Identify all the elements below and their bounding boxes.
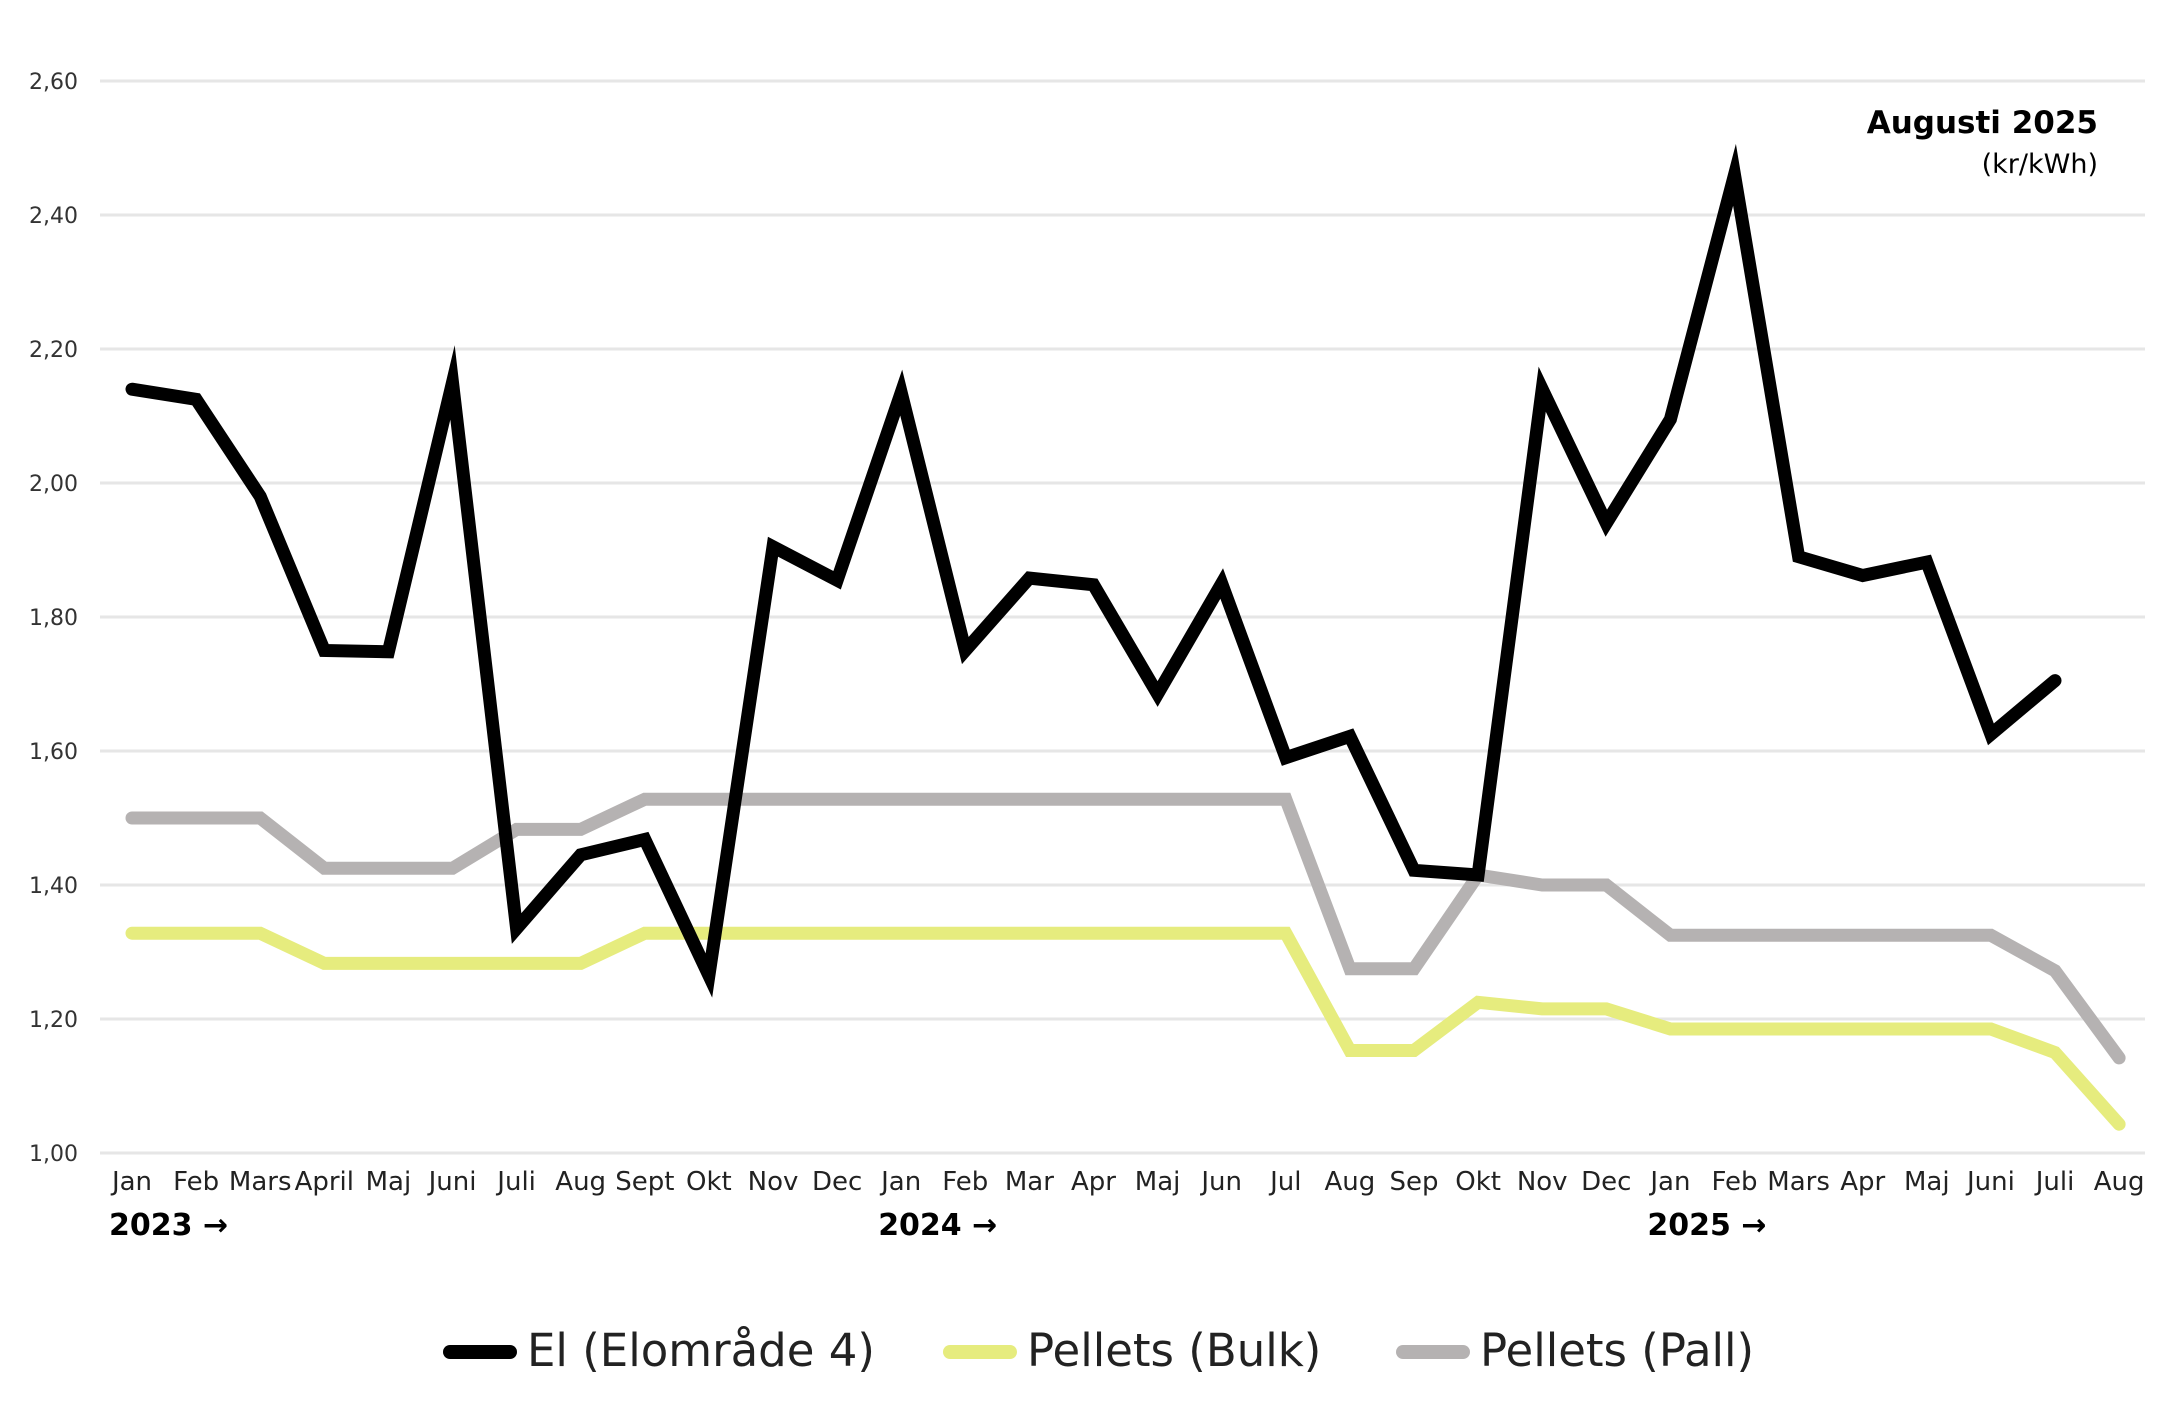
x-tick-label: Maj bbox=[1904, 1167, 1950, 1197]
x-tick-label: Nov bbox=[1517, 1167, 1568, 1197]
legend-label: Pellets (Pall) bbox=[1480, 1324, 1754, 1377]
x-tick-label: Aug bbox=[1325, 1167, 1376, 1197]
x-tick-label: Mars bbox=[1767, 1167, 1830, 1197]
x-tick-label: Feb bbox=[942, 1167, 988, 1197]
x-tick-label: Okt bbox=[1455, 1167, 1501, 1197]
y-tick-label: 1,80 bbox=[29, 606, 78, 631]
year-markers: 2023 → 2024 → 2025 → bbox=[109, 1208, 1766, 1243]
x-tick-label: Jan bbox=[110, 1167, 152, 1197]
annotation: Augusti 2025 (kr/kWh) bbox=[1867, 105, 2098, 180]
x-tick-label: Sep bbox=[1389, 1167, 1438, 1197]
x-axis: Jan Feb Mars April Maj Juni Juli Aug Sept Okt Nov D… bbox=[110, 1167, 2145, 1197]
x-tick-label: Okt bbox=[686, 1167, 732, 1197]
x-tick-label: Feb bbox=[1711, 1167, 1757, 1197]
x-tick-label: Jan bbox=[879, 1167, 921, 1197]
legend-label: El (Elområde 4) bbox=[527, 1324, 875, 1377]
x-tick-label: Juli bbox=[495, 1167, 536, 1197]
series-lines bbox=[125, 143, 2126, 1131]
x-tick-label: April bbox=[295, 1167, 354, 1197]
x-tick-label: Maj bbox=[366, 1167, 412, 1197]
series-line bbox=[125, 926, 2126, 1131]
x-tick-label: Apr bbox=[1840, 1167, 1885, 1197]
series-line bbox=[125, 792, 2126, 1065]
annotation-unit: (kr/kWh) bbox=[1982, 149, 2098, 180]
x-tick-label: Jan bbox=[1648, 1167, 1690, 1197]
y-tick-label: 1,60 bbox=[29, 740, 78, 765]
x-tick-label: Dec bbox=[1581, 1167, 1631, 1197]
x-tick-label: Sept bbox=[615, 1167, 674, 1197]
y-tick-label: 1,20 bbox=[29, 1008, 78, 1033]
x-tick-label: Aug bbox=[555, 1167, 606, 1197]
legend-label: Pellets (Bulk) bbox=[1027, 1324, 1321, 1377]
y-axis: 2,60 2,40 2,20 2,00 1,80 1,60 1,40 1,20 1,00 bbox=[29, 70, 78, 1167]
year-marker: 2024 → bbox=[878, 1208, 997, 1243]
x-tick-label: Aug bbox=[2094, 1167, 2145, 1197]
x-tick-label: Mars bbox=[229, 1167, 292, 1197]
y-tick-label: 2,20 bbox=[29, 338, 78, 363]
year-marker: 2023 → bbox=[109, 1208, 228, 1243]
y-tick-label: 2,60 bbox=[29, 70, 78, 95]
legend: El (Elområde 4) Pellets (Bulk) Pellets (Pa… bbox=[443, 1324, 1754, 1377]
y-tick-label: 2,40 bbox=[29, 204, 78, 229]
x-tick-label: Jun bbox=[1199, 1167, 1242, 1197]
x-tick-label: Dec bbox=[812, 1167, 862, 1197]
y-tick-label: 2,00 bbox=[29, 472, 78, 497]
x-tick-label: Juni bbox=[1965, 1167, 2015, 1197]
x-tick-label: Jul bbox=[1268, 1167, 1301, 1197]
series-line bbox=[125, 143, 2062, 998]
x-tick-label: Juli bbox=[2034, 1167, 2075, 1197]
x-tick-label: Juni bbox=[427, 1167, 477, 1197]
x-tick-label: Apr bbox=[1071, 1167, 1116, 1197]
y-tick-label: 1,40 bbox=[29, 874, 78, 899]
x-tick-label: Feb bbox=[173, 1167, 219, 1197]
x-tick-label: Maj bbox=[1135, 1167, 1181, 1197]
y-tick-label: 1,00 bbox=[29, 1142, 78, 1167]
year-marker: 2025 → bbox=[1647, 1208, 1766, 1243]
annotation-title: Augusti 2025 bbox=[1867, 105, 2098, 141]
grid-lines bbox=[100, 79, 2145, 1155]
x-tick-label: Nov bbox=[748, 1167, 799, 1197]
x-tick-label: Mar bbox=[1005, 1167, 1054, 1197]
